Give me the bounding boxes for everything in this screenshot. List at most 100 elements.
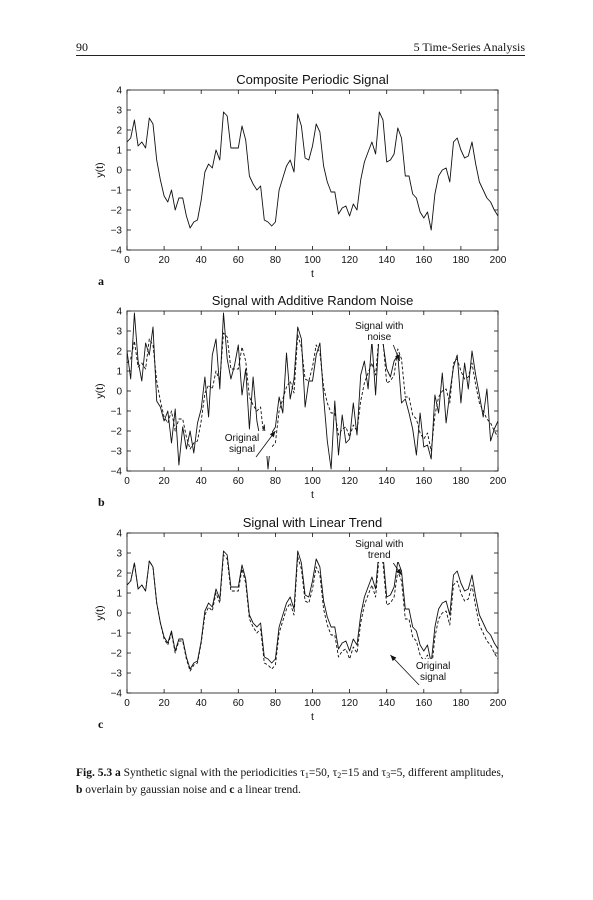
chart-title: Composite Periodic Signal <box>236 72 389 87</box>
y-tick-label: 3 <box>116 106 122 117</box>
caption-sub-1: 1 <box>304 771 309 780</box>
x-tick-label: 200 <box>490 255 507 266</box>
annotation-text: Signal with <box>355 321 403 332</box>
caption-text-3: a linear trend. <box>234 784 301 796</box>
x-tick-label: 140 <box>378 698 395 709</box>
x-axis-label: t <box>311 711 314 723</box>
x-tick-label: 100 <box>304 255 321 266</box>
annotation-bg <box>403 659 464 684</box>
y-axis-label: y(t) <box>94 383 106 398</box>
panel-label: c <box>98 717 104 731</box>
y-tick-label: −3 <box>111 447 123 458</box>
y-axis-label: y(t) <box>94 605 106 620</box>
y-tick-label: −1 <box>111 186 123 197</box>
annotation-text: Original <box>225 433 259 444</box>
x-tick-label: 60 <box>233 476 245 487</box>
y-tick-label: 2 <box>116 126 122 137</box>
x-tick-label: 120 <box>341 698 358 709</box>
running-head: 5 Time-Series Analysis <box>413 40 525 54</box>
annotation-text: Original <box>416 661 450 672</box>
caption-text-t2: =15 and τ <box>341 767 387 779</box>
caption-text-t1: =50, τ <box>308 767 338 779</box>
x-tick-label: 140 <box>378 476 395 487</box>
x-tick-label: 180 <box>453 476 470 487</box>
x-tick-label: 80 <box>270 255 282 266</box>
x-tick-label: 100 <box>304 698 321 709</box>
y-tick-label: 1 <box>116 589 122 600</box>
figure-caption: Fig. 5.3 a Synthetic signal with the per… <box>76 766 528 798</box>
caption-text-2: overlain by gaussian noise and <box>82 784 230 796</box>
y-tick-label: −1 <box>111 629 123 640</box>
x-tick-label: 120 <box>341 255 358 266</box>
y-tick-label: −4 <box>111 467 123 478</box>
x-tick-label: 60 <box>233 698 245 709</box>
annotation-text: signal <box>229 444 255 455</box>
x-tick-label: 80 <box>270 698 282 709</box>
series-line-original <box>127 332 498 452</box>
x-tick-label: 0 <box>124 255 130 266</box>
x-tick-label: 40 <box>196 476 208 487</box>
header-rule <box>76 55 525 56</box>
annotation-arrowhead <box>390 655 397 662</box>
x-tick-label: 160 <box>415 476 432 487</box>
y-tick-label: −4 <box>111 689 123 700</box>
x-tick-label: 120 <box>341 476 358 487</box>
x-tick-label: 0 <box>124 476 130 487</box>
x-tick-label: 200 <box>490 476 507 487</box>
y-tick-label: −1 <box>111 407 123 418</box>
y-tick-label: 4 <box>116 529 122 540</box>
x-axis-label: t <box>311 268 314 280</box>
y-axis-label: y(t) <box>94 162 106 177</box>
annotation-text: signal <box>420 672 446 683</box>
annotation-bg <box>349 537 410 562</box>
series-line-signal <box>127 546 498 670</box>
y-tick-label: −3 <box>111 669 123 680</box>
annotation-arrowhead <box>395 354 400 361</box>
caption-sub-3: 3 <box>386 771 391 780</box>
x-axis-label: t <box>311 489 314 501</box>
x-tick-label: 20 <box>159 255 171 266</box>
caption-label-c: c <box>229 784 235 796</box>
x-tick-label: 200 <box>490 698 507 709</box>
y-tick-label: 0 <box>116 387 122 398</box>
y-tick-label: 0 <box>116 166 122 177</box>
annotation-arrow-line <box>390 654 420 686</box>
annotation-bg <box>349 319 410 344</box>
series-line-signal <box>127 312 498 470</box>
x-tick-label: 20 <box>159 476 171 487</box>
x-tick-label: 180 <box>453 698 470 709</box>
y-tick-label: −3 <box>111 226 123 237</box>
x-tick-label: 160 <box>415 698 432 709</box>
annotation-arrowhead <box>396 568 402 575</box>
y-tick-label: 1 <box>116 146 122 157</box>
y-tick-label: 3 <box>116 327 122 338</box>
annotation-text: noise <box>367 332 391 343</box>
y-tick-label: −2 <box>111 206 123 217</box>
caption-fig-label: Fig. 5.3 <box>76 767 113 779</box>
y-tick-label: 2 <box>116 569 122 580</box>
y-tick-label: −2 <box>111 427 123 438</box>
y-tick-label: 2 <box>116 347 122 358</box>
series-line-signal <box>127 111 498 231</box>
caption-label-b: b <box>76 784 83 796</box>
caption-sub-2: 2 <box>337 771 342 780</box>
y-tick-label: −2 <box>111 649 123 660</box>
x-tick-label: 160 <box>415 255 432 266</box>
y-tick-label: 4 <box>116 86 122 97</box>
x-tick-label: 180 <box>453 255 470 266</box>
y-tick-label: 4 <box>116 307 122 318</box>
annotation-bg <box>212 431 273 456</box>
chart-title: Signal with Linear Trend <box>243 515 382 530</box>
x-tick-label: 0 <box>124 698 130 709</box>
y-tick-label: 3 <box>116 549 122 560</box>
annotation-text: trend <box>368 550 391 561</box>
series-line-original <box>127 554 498 674</box>
caption-label-a: a <box>114 767 121 779</box>
y-tick-label: 0 <box>116 609 122 620</box>
x-tick-label: 60 <box>233 255 245 266</box>
page-number: 90 <box>76 40 88 54</box>
